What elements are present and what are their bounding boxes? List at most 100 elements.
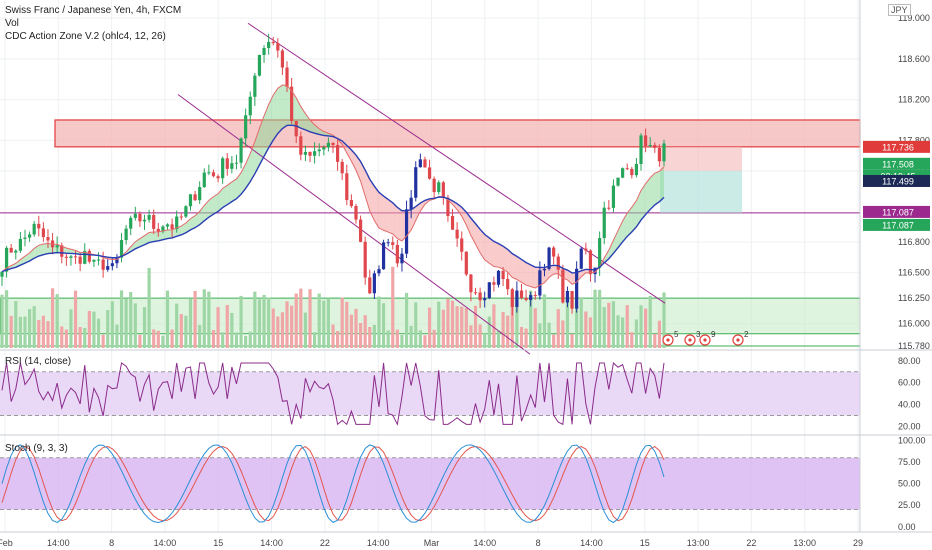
candle-body xyxy=(441,182,445,198)
volume-bar xyxy=(469,325,473,348)
candle-body xyxy=(515,290,519,307)
stoch-tick-label: 100.00 xyxy=(898,435,926,445)
ask-badge-bg xyxy=(863,174,930,187)
volume-bar xyxy=(386,330,390,348)
volume-bar xyxy=(607,302,611,348)
candle-body xyxy=(285,67,289,87)
volume-bar xyxy=(395,329,399,348)
rsi-pane: 80.00 60.00 40.00 20.00 xyxy=(0,356,921,432)
level-badge-1: 117.087 xyxy=(882,207,914,217)
candle-body xyxy=(570,291,574,309)
event-marker-dot xyxy=(688,338,692,342)
candle-body xyxy=(506,279,510,290)
volume-bar xyxy=(175,303,179,348)
candle-body xyxy=(625,168,629,170)
rsi-band xyxy=(0,371,860,416)
candle-body xyxy=(257,54,262,76)
volume-bar xyxy=(552,334,556,348)
cdc-fast-line xyxy=(1,84,665,289)
candle-body xyxy=(262,48,266,55)
cdc-zone-segment xyxy=(503,246,508,273)
cdc-zone-segment xyxy=(659,167,664,202)
volume-bar xyxy=(565,300,570,348)
cdc-zone-segment xyxy=(181,223,186,235)
candle-body xyxy=(152,215,156,229)
volume-bar xyxy=(575,305,579,348)
volume-bar xyxy=(184,315,188,348)
candle-body xyxy=(588,250,593,275)
time-tick-label: 14:00 xyxy=(474,538,497,548)
candle-body xyxy=(188,194,193,207)
volume-bar xyxy=(404,292,409,348)
volume-bar xyxy=(529,290,533,348)
candle-body xyxy=(115,257,119,264)
candle-body xyxy=(110,263,114,267)
cdc-zone-segment xyxy=(521,259,527,286)
volume-bar xyxy=(234,332,239,348)
candle-body xyxy=(92,259,96,262)
volume-bar xyxy=(515,292,519,348)
candle-body xyxy=(133,213,137,218)
level-badge-2: 117.087 xyxy=(882,220,914,230)
volume-bar xyxy=(326,298,331,348)
candle-body xyxy=(142,219,147,222)
volume-bar xyxy=(124,298,128,348)
volume-bar xyxy=(221,332,225,348)
candle-body xyxy=(78,256,82,264)
volume-bar xyxy=(496,330,501,348)
volume-bar xyxy=(262,294,266,348)
volume-bar xyxy=(142,307,147,348)
candle-body xyxy=(129,217,133,229)
candle-body xyxy=(239,138,243,163)
cdc-zone-segment xyxy=(360,161,366,196)
volume-bar xyxy=(285,301,289,348)
volume-bar xyxy=(239,295,243,348)
candle-body xyxy=(363,241,367,278)
volume-bar xyxy=(363,315,367,348)
stoch-tick-label: 50.00 xyxy=(898,479,921,489)
volume-bar xyxy=(510,298,514,348)
candle-body xyxy=(469,274,473,293)
candle-body xyxy=(18,238,22,251)
time-tick-label: 14:00 xyxy=(47,538,70,548)
cdc-zone-segment xyxy=(213,193,219,215)
candle-body xyxy=(657,147,662,162)
volume-bar xyxy=(303,312,308,348)
price-tick-label: 116.000 xyxy=(898,319,930,329)
volume-bar xyxy=(630,332,634,348)
candle-body xyxy=(437,182,441,193)
candle-body xyxy=(542,268,547,271)
candle-body xyxy=(621,168,625,178)
candle-body xyxy=(510,289,514,307)
candle-body xyxy=(96,259,101,261)
cdc-zone-segment xyxy=(613,230,619,254)
candle-body xyxy=(41,228,45,238)
volume-bar xyxy=(161,335,165,348)
bid-badge: 117.508 xyxy=(882,159,914,169)
candle-body xyxy=(593,267,597,275)
event-marker-dot xyxy=(666,338,670,342)
cdc-zone-segment xyxy=(622,212,628,242)
candle-body xyxy=(391,242,395,245)
cdc-zone-segment xyxy=(581,269,586,277)
volume-bar xyxy=(69,309,73,348)
cdc-zone-segment xyxy=(277,85,283,134)
volume-bar xyxy=(501,311,505,348)
volume-bar xyxy=(4,290,9,348)
candle-body xyxy=(349,200,353,207)
candle-body xyxy=(165,224,170,227)
volume-bar xyxy=(492,304,496,348)
volume-bar xyxy=(37,319,41,348)
volume-bar xyxy=(290,305,294,348)
candle-body xyxy=(69,256,73,258)
candle-body xyxy=(193,194,197,201)
cdc-zone-segment xyxy=(351,149,356,171)
volume-bar xyxy=(41,315,45,348)
volume-bar xyxy=(230,312,234,348)
event-marker-label: 3 xyxy=(696,330,701,339)
stoch-tick-label: 75.00 xyxy=(898,457,921,467)
candle-body xyxy=(60,245,64,257)
volume-bar xyxy=(60,326,64,348)
